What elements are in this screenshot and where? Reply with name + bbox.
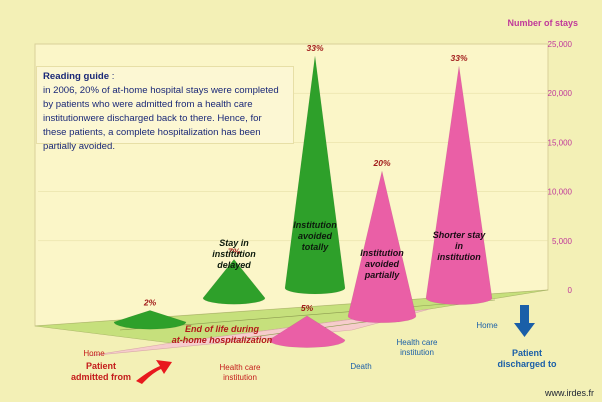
y-tick-label: 0	[568, 286, 573, 295]
cone-percent-label: 7%	[228, 246, 241, 256]
cone-body	[202, 258, 266, 305]
y-tick-label: 5,000	[552, 237, 573, 246]
cone-label: Institution avoided partially	[360, 248, 404, 280]
cone-percent-label: 5%	[301, 303, 314, 313]
x-category-institution: Health care institution	[220, 363, 261, 382]
x-axis-title: Patient admitted from	[71, 361, 131, 382]
z-axis-title: Patient discharged to	[497, 348, 557, 369]
reading-guide-title: Reading guide	[43, 71, 110, 82]
cone: 20% Institution avoided partially	[347, 158, 417, 324]
cone: 33% Institution avoided totally	[284, 43, 346, 295]
y-tick-labels: 25,000 20,000 15,000 10,000 5,000 0	[548, 40, 573, 295]
cone: 5%	[268, 303, 346, 348]
cone-label: Institution avoided totally	[293, 220, 337, 252]
cone-body	[347, 170, 417, 324]
reading-guide: Reading guide : in 2006, 20% of at-home …	[36, 66, 294, 152]
end-of-life-annotation: End of life during at-home hospitalizatio…	[172, 324, 273, 345]
z-category-home: Home	[476, 321, 498, 330]
floor-row-institution	[87, 308, 431, 357]
reading-guide-text: in 2006, 20% of at-home hospital stays w…	[43, 85, 279, 152]
cone-label: Shorter stay in institution	[433, 230, 487, 262]
z-category-death: Death	[350, 362, 371, 371]
cones: 33% Institution avoided totally 7%Stay in ins…	[113, 43, 493, 348]
source-label: www.irdes.fr	[544, 388, 594, 398]
cone: 7%Stay in institution delayed	[202, 238, 266, 305]
cone-percent-label: 33%	[306, 43, 323, 53]
x-category-home: Home	[83, 349, 105, 358]
cone-label: Stay in institution delayed	[212, 238, 256, 270]
cone-percent-label: 2%	[143, 297, 157, 307]
cone-percent-label: 33%	[450, 53, 467, 63]
y-axis-title: Number of stays	[507, 18, 578, 28]
cone-body	[113, 310, 187, 330]
y-tick-label: 15,000	[548, 138, 573, 147]
y-tick-label: 20,000	[548, 89, 573, 98]
discharged-arrow-icon	[514, 305, 535, 337]
cone-body	[268, 315, 346, 348]
admitted-arrow-icon	[136, 360, 172, 384]
cone: 33% Shorter stay in institution	[425, 53, 493, 305]
cone: 2%	[113, 297, 187, 330]
z-category-institution: Health care institution	[397, 338, 438, 357]
cone-percent-label: 20%	[372, 158, 390, 168]
cone-body	[425, 65, 493, 305]
y-tick-label: 25,000	[548, 40, 573, 49]
y-tick-label: 10,000	[548, 188, 573, 197]
cone-body	[284, 55, 346, 295]
